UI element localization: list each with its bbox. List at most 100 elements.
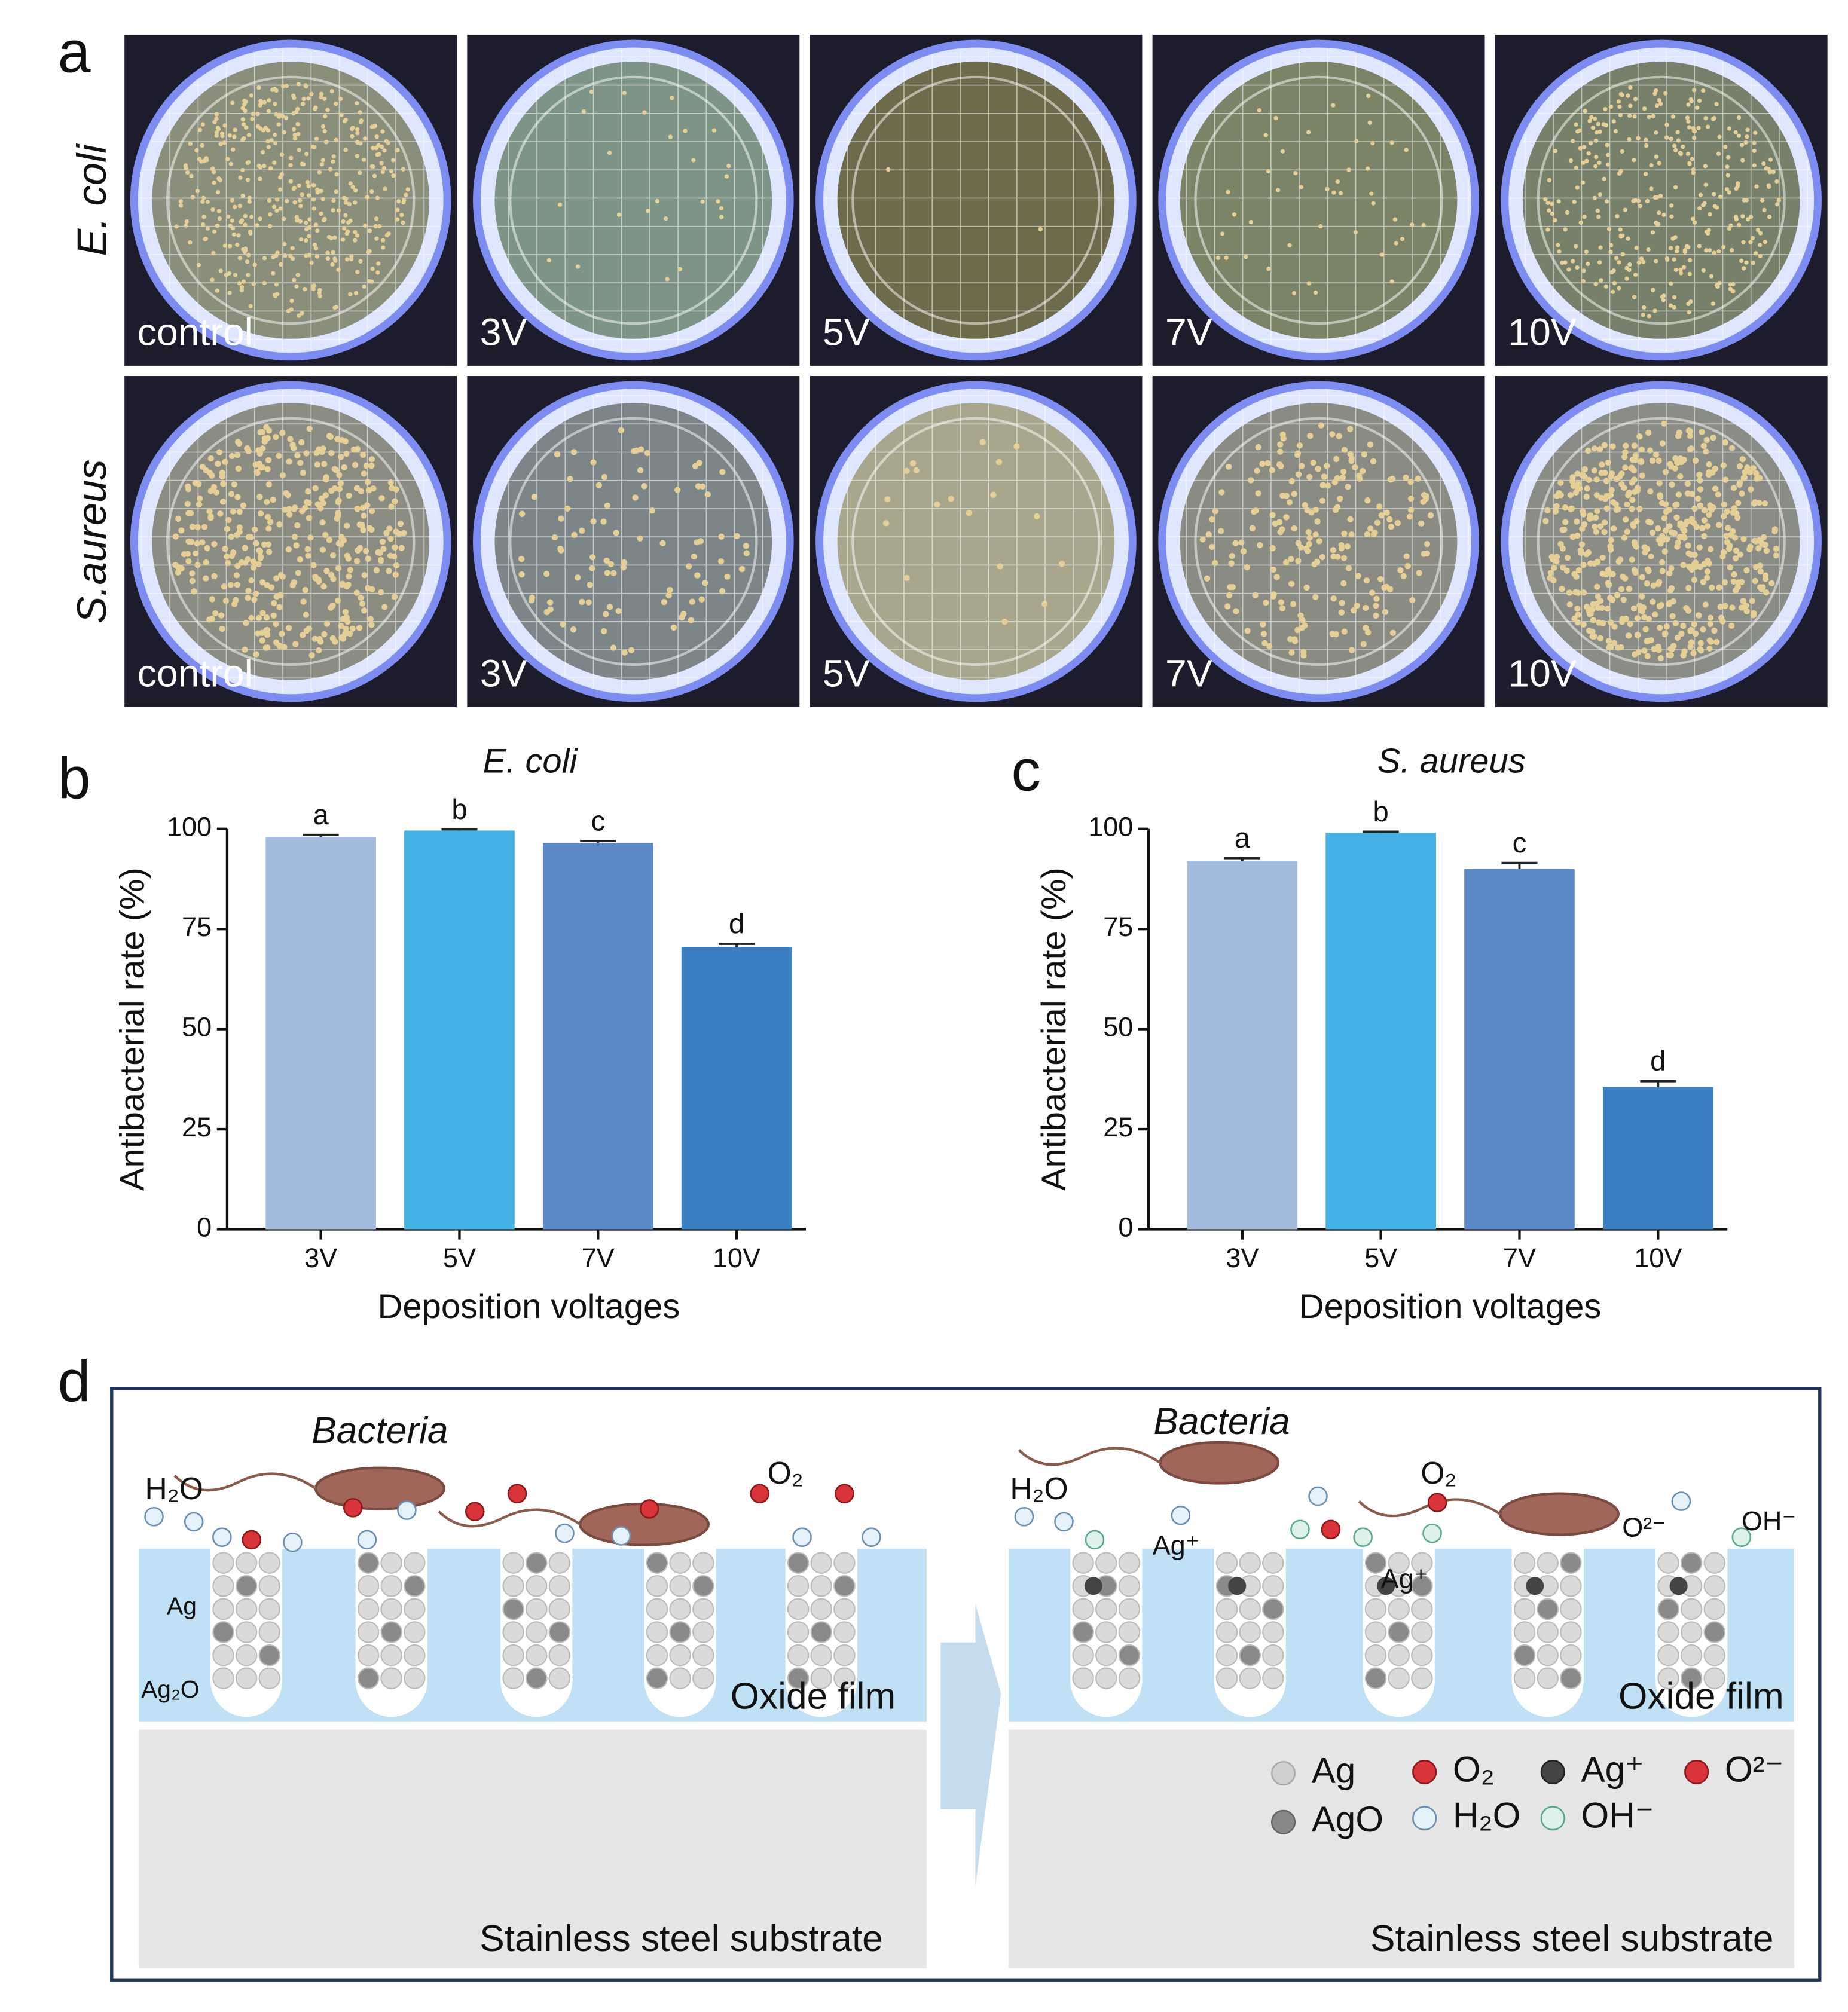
colony — [331, 159, 335, 164]
colony — [1619, 616, 1626, 622]
colony — [1716, 249, 1721, 254]
colony — [1743, 140, 1748, 145]
particle — [258, 1552, 281, 1574]
colony — [1606, 644, 1612, 650]
colony — [620, 564, 627, 571]
particle — [787, 1552, 810, 1574]
colony — [1669, 203, 1674, 208]
colony — [317, 293, 322, 299]
y-axis-label: Antibacterial rate (%) — [114, 867, 152, 1191]
colony — [1729, 604, 1736, 611]
colony — [1314, 558, 1321, 565]
colony — [1568, 158, 1574, 163]
colony — [1667, 652, 1674, 659]
flagellum — [1358, 1498, 1501, 1518]
colony — [1661, 298, 1666, 302]
particle — [1560, 1621, 1582, 1643]
colony — [263, 126, 268, 130]
colony — [1013, 443, 1020, 450]
colony — [1677, 520, 1684, 527]
colony — [551, 534, 558, 541]
y-tick-label: 100 — [167, 812, 212, 842]
colony — [384, 233, 390, 238]
colony — [328, 571, 335, 578]
colony — [1295, 471, 1302, 478]
colony — [1685, 115, 1690, 120]
colony — [1737, 479, 1743, 486]
colony — [1740, 142, 1745, 148]
colony — [1642, 106, 1647, 111]
significance-label: c — [591, 805, 605, 837]
colony — [1774, 179, 1779, 184]
colony — [1654, 220, 1658, 225]
diagram-label: Ag — [1312, 1750, 1356, 1790]
colony — [297, 183, 301, 188]
colony — [1324, 463, 1330, 469]
colony — [1672, 257, 1676, 262]
particle — [1364, 1667, 1387, 1690]
colony — [1374, 519, 1381, 526]
colony — [201, 195, 206, 200]
colony — [212, 170, 216, 175]
colony — [1575, 265, 1580, 270]
colony — [290, 246, 295, 250]
colony — [1731, 571, 1737, 578]
diagram-label: O₂ — [768, 1456, 804, 1490]
colony — [312, 242, 317, 247]
particle — [502, 1667, 524, 1690]
colony — [1661, 631, 1669, 638]
colony — [1650, 582, 1657, 589]
colony — [1597, 523, 1604, 530]
particle — [1560, 1552, 1582, 1574]
particle — [1262, 1644, 1284, 1667]
colony — [1747, 543, 1754, 550]
colony — [259, 637, 265, 644]
colony — [1723, 145, 1728, 149]
colony — [1628, 465, 1635, 472]
significance-label: a — [313, 799, 329, 831]
particle — [787, 1621, 810, 1643]
diagram-label: H₂O — [145, 1471, 203, 1506]
panel-label: d — [58, 1348, 91, 1414]
colony — [395, 217, 400, 222]
colony — [295, 121, 300, 127]
colony — [1666, 570, 1673, 577]
colony — [688, 617, 694, 623]
particle — [692, 1574, 714, 1597]
colony — [1597, 635, 1604, 641]
colony — [264, 466, 271, 472]
colony — [1737, 551, 1744, 558]
colony — [1353, 230, 1358, 235]
colony — [743, 550, 750, 556]
colony — [1347, 451, 1354, 458]
colony — [1673, 235, 1678, 240]
colony — [1356, 475, 1363, 482]
colony — [1626, 585, 1633, 592]
colony — [301, 162, 306, 167]
colony — [1638, 593, 1645, 600]
colony — [1306, 281, 1312, 286]
colony — [276, 521, 283, 528]
colony — [1736, 463, 1743, 470]
colony — [236, 528, 243, 535]
colony — [1232, 212, 1237, 217]
colony — [315, 576, 322, 583]
colony — [649, 507, 656, 514]
colony — [1593, 492, 1600, 499]
colony — [1698, 192, 1703, 197]
colony — [1547, 178, 1552, 182]
colony — [1731, 485, 1737, 491]
colony — [1636, 506, 1643, 512]
colony — [1415, 475, 1421, 482]
bar — [542, 843, 653, 1230]
particle — [1703, 1667, 1726, 1690]
significance-label: c — [1513, 827, 1527, 859]
colony — [1364, 531, 1371, 538]
colony — [1283, 493, 1290, 499]
colony — [1597, 160, 1602, 166]
colony — [717, 558, 725, 565]
colony — [1631, 198, 1636, 203]
colony — [1697, 244, 1702, 249]
particle — [810, 1621, 833, 1643]
colony — [1599, 278, 1603, 283]
